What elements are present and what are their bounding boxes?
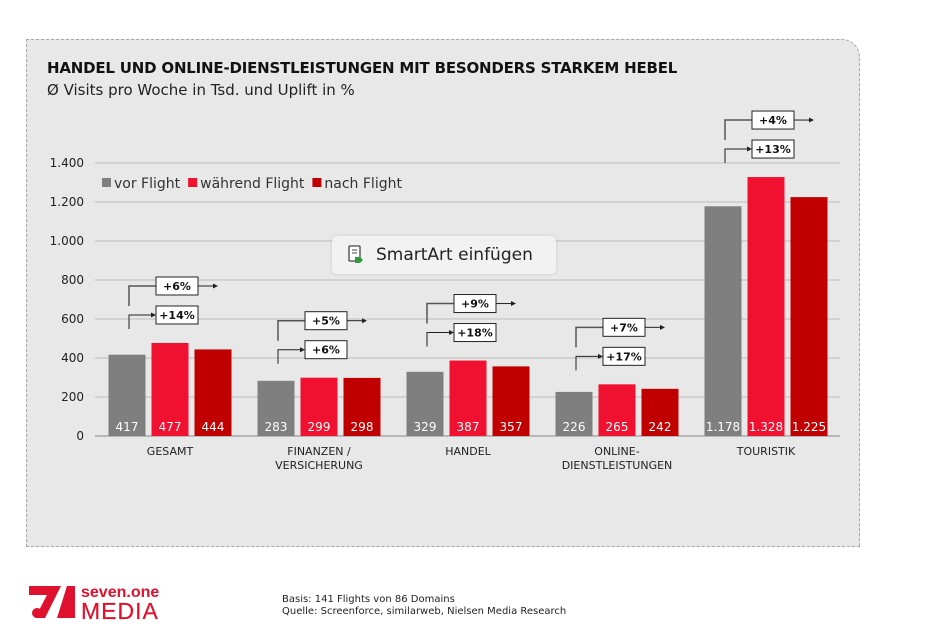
bar-value-label: 417 bbox=[116, 420, 139, 434]
bar-value-label: 242 bbox=[649, 420, 672, 434]
bar-value-label: 477 bbox=[159, 420, 182, 434]
bar bbox=[343, 377, 381, 436]
bar bbox=[790, 197, 828, 436]
bar bbox=[704, 206, 742, 436]
uplift-during-label: +6% bbox=[312, 344, 340, 357]
arrow-icon bbox=[213, 283, 218, 289]
arrow-icon bbox=[598, 353, 603, 359]
uplift-box bbox=[602, 346, 646, 366]
legend-swatch bbox=[312, 178, 322, 187]
bar bbox=[492, 366, 530, 436]
bar bbox=[406, 371, 444, 436]
bar-value-label: 1.328 bbox=[749, 420, 783, 434]
bar bbox=[151, 342, 189, 436]
arrow-icon bbox=[511, 301, 516, 307]
uplift-during-label: +18% bbox=[457, 327, 493, 340]
bar-value-label: 1.178 bbox=[706, 420, 740, 434]
uplift-connector bbox=[277, 349, 302, 364]
x-tick-label: DIENSTLEISTUNGEN bbox=[562, 459, 673, 472]
uplift-connector bbox=[128, 314, 153, 329]
bar bbox=[449, 360, 487, 436]
y-tick-label: 600 bbox=[61, 312, 84, 326]
bar-value-label: 226 bbox=[563, 420, 586, 434]
y-tick-label: 200 bbox=[61, 390, 84, 404]
uplift-box bbox=[155, 305, 199, 325]
arrow-icon bbox=[151, 312, 156, 318]
uplift-connector bbox=[426, 302, 454, 324]
bar bbox=[747, 177, 785, 437]
y-tick-label: 800 bbox=[61, 273, 84, 287]
legend-swatch bbox=[102, 178, 111, 187]
bar bbox=[300, 377, 338, 436]
chart-subtitle: Ø Visits pro Woche in Tsd. und Uplift in… bbox=[47, 81, 355, 99]
uplift-after-label: +4% bbox=[759, 114, 787, 127]
uplift-box bbox=[751, 139, 795, 159]
x-tick-label: HANDEL bbox=[445, 445, 491, 458]
uplift-connector bbox=[128, 285, 156, 306]
uplift-connector bbox=[575, 326, 603, 348]
y-tick-label: 1.400 bbox=[50, 156, 84, 170]
bar-value-label: 387 bbox=[457, 420, 480, 434]
arrow-icon bbox=[449, 330, 454, 336]
legend-label: nach Flight bbox=[324, 176, 402, 192]
uplift-during-label: +14% bbox=[159, 309, 195, 322]
legend-label: vor Flight bbox=[114, 176, 181, 192]
y-tick-label: 1.000 bbox=[50, 234, 84, 248]
uplift-connector bbox=[426, 332, 451, 347]
bar-value-label: 329 bbox=[414, 420, 437, 434]
bar bbox=[108, 354, 146, 436]
legend-label: während Flight bbox=[200, 176, 305, 192]
smartart-label: SmartArt einfügen bbox=[376, 245, 533, 265]
uplift-connector bbox=[724, 119, 752, 141]
uplift-after-label: +9% bbox=[461, 298, 489, 311]
arrow-icon bbox=[809, 117, 814, 123]
uplift-after-label: +6% bbox=[163, 280, 191, 293]
footer-source: Quelle: Screenforce, similarweb, Nielsen… bbox=[282, 606, 567, 617]
x-tick-label: TOURISTIK bbox=[736, 445, 796, 458]
uplift-connector bbox=[724, 148, 749, 164]
bar-value-label: 299 bbox=[308, 420, 331, 434]
bar-value-label: 265 bbox=[606, 420, 629, 434]
legend-swatch bbox=[188, 178, 198, 187]
arrow-icon bbox=[362, 318, 367, 324]
arrow-icon bbox=[747, 146, 752, 152]
uplift-after-label: +5% bbox=[312, 315, 340, 328]
bar bbox=[641, 388, 679, 436]
uplift-connector bbox=[277, 319, 305, 341]
arrow-icon bbox=[660, 324, 665, 330]
bar-value-label: 357 bbox=[500, 420, 523, 434]
footer-basis: Basis: 141 Flights von 86 Domains bbox=[282, 594, 455, 605]
uplift-connector bbox=[575, 355, 600, 371]
bar-value-label: 298 bbox=[351, 420, 374, 434]
bar bbox=[598, 384, 636, 436]
smartart-icon bbox=[348, 245, 364, 265]
bar-value-label: 444 bbox=[202, 420, 225, 434]
y-tick-label: 0 bbox=[76, 429, 84, 443]
svg-text:MEDIA: MEDIA bbox=[81, 598, 159, 622]
smartart-insert-button[interactable]: SmartArt einfügen bbox=[332, 236, 556, 274]
arrow-icon bbox=[300, 347, 305, 353]
uplift-after-label: +7% bbox=[610, 321, 638, 334]
uplift-during-label: +13% bbox=[755, 143, 791, 156]
x-tick-label: GESAMT bbox=[147, 445, 194, 458]
chart-title: HANDEL UND ONLINE-DIENSTLEISTUNGEN MIT B… bbox=[47, 59, 678, 77]
bar bbox=[555, 391, 593, 436]
bar-value-label: 283 bbox=[265, 420, 288, 434]
x-tick-label: ONLINE- bbox=[594, 445, 639, 458]
x-tick-label: VERSICHERUNG bbox=[275, 459, 363, 472]
x-tick-label: FINANZEN / bbox=[287, 445, 351, 458]
y-tick-label: 1.200 bbox=[50, 195, 84, 209]
svg-text:seven.one: seven.one bbox=[81, 584, 159, 601]
y-tick-label: 400 bbox=[61, 351, 84, 365]
bar bbox=[194, 349, 232, 436]
bar bbox=[257, 380, 295, 436]
bar-value-label: 1.225 bbox=[792, 420, 826, 434]
uplift-box bbox=[304, 340, 348, 360]
footer-notes: Basis: 141 Flights von 86 Domains Quelle… bbox=[282, 594, 566, 618]
uplift-box bbox=[453, 323, 497, 343]
uplift-during-label: +17% bbox=[606, 350, 642, 363]
